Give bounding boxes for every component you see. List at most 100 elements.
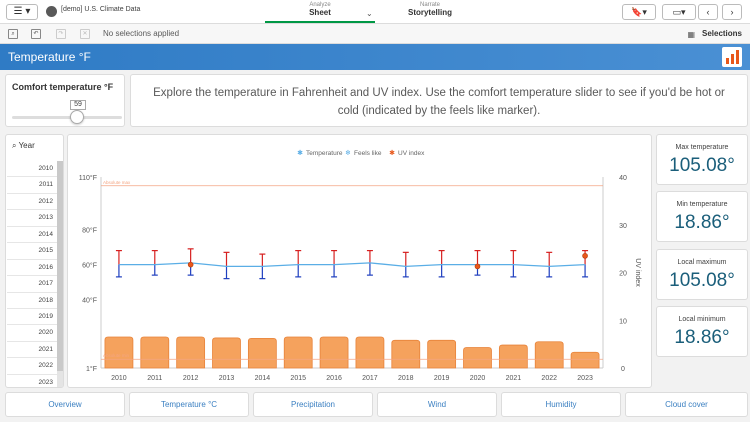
uv-index-bar: [104, 336, 134, 369]
year-list-item[interactable]: 2019: [7, 309, 57, 326]
uv-index-bar: [355, 336, 385, 369]
chevron-down-icon[interactable]: ⌄: [366, 9, 373, 18]
year-list-item[interactable]: 2022: [7, 358, 57, 375]
comfort-temperature-title: Comfort temperature °F: [12, 82, 114, 92]
no-selections-text: No selections applied: [103, 29, 180, 38]
x-tick-label: 2016: [326, 375, 342, 382]
x-tick-label: 2017: [362, 375, 378, 382]
legend-label: Temperature: [306, 150, 343, 157]
feels-like-marker: [187, 261, 194, 268]
year-list-item[interactable]: 2018: [7, 293, 57, 309]
nav-button-temperature-c[interactable]: Temperature °C: [129, 392, 249, 417]
hamburger-menu-button[interactable]: ☰ ▾: [6, 4, 38, 20]
next-sheet-button[interactable]: ›: [722, 4, 742, 20]
smart-search-icon[interactable]: ⌕: [8, 29, 18, 39]
year-list-item[interactable]: 2015: [7, 243, 57, 260]
x-tick-label: 2011: [147, 375, 162, 382]
nav-button-humidity[interactable]: Humidity: [501, 392, 621, 417]
tab-storytelling-caption: Narrate: [419, 2, 440, 8]
y-left-tick-label: 110°F: [79, 174, 97, 182]
comfort-slider-track[interactable]: [12, 116, 122, 119]
temperature-chart: ✱ Temperature ❄ Feels like ✱ UV index1°F40°F6…: [79, 149, 641, 382]
selections-button[interactable]: Selections: [701, 29, 742, 38]
x-tick-label: 2013: [219, 375, 235, 382]
y-left-tick-label: 80°F: [82, 227, 97, 235]
year-list-item[interactable]: 2014: [7, 227, 57, 244]
legend-label: Feels like: [354, 150, 382, 157]
sheet-title-bar: Temperature °F: [0, 44, 750, 70]
comfort-slider-value: 59: [70, 100, 86, 110]
reference-line-label: Absolute max: [103, 180, 131, 185]
kpi-local-maximum: Local maximum 105.08°: [656, 249, 748, 300]
nav-button-cloud-cover[interactable]: Cloud cover: [625, 392, 748, 417]
comfort-temperature-panel: Comfort temperature °F 59: [5, 74, 125, 127]
year-list-item[interactable]: 2021: [7, 342, 57, 359]
selections-grid-icon: ▦: [687, 30, 695, 39]
tab-sheet[interactable]: Analyze Sheet: [265, 2, 375, 23]
x-tick-label: 2022: [541, 375, 557, 382]
year-list-item[interactable]: 2013: [7, 210, 57, 227]
uv-index-bar: [534, 341, 564, 369]
uv-index-bar: [427, 339, 457, 369]
sheet-title: Temperature °F: [8, 50, 91, 64]
year-list-item[interactable]: 2020: [7, 325, 57, 342]
tab-storytelling-label: Storytelling: [407, 8, 452, 17]
sheet-view-button[interactable]: ▭▾: [662, 4, 696, 20]
legend-label: UV index: [398, 150, 425, 157]
year-list-item[interactable]: 2016: [7, 260, 57, 277]
uv-index-bar: [212, 337, 241, 369]
x-tick-label: 2014: [255, 375, 271, 382]
year-list-item[interactable]: 2010: [7, 161, 57, 178]
top-toolbar: ☰ ▾ [demo] U.S. Climate Data Analyze She…: [0, 0, 750, 24]
tab-storytelling[interactable]: Narrate Storytelling: [375, 2, 485, 23]
bar-chart-logo-icon: [722, 47, 742, 67]
kpi-value: 18.86°: [674, 212, 730, 233]
previous-sheet-button[interactable]: ‹: [698, 4, 718, 20]
clear-selections-icon[interactable]: ✕: [80, 29, 90, 39]
nav-button-precipitation[interactable]: Precipitation: [253, 392, 373, 417]
y-right-tick-label: 20: [619, 271, 627, 278]
x-tick-label: 2012: [183, 375, 199, 382]
reference-line-label: Absolute min: [103, 353, 130, 358]
legend-symbol-icon: ❄: [345, 149, 351, 157]
year-list-item[interactable]: 2023: [7, 375, 57, 387]
uv-index-bar: [247, 337, 277, 369]
uv-index-bar: [498, 344, 528, 369]
comfort-slider-thumb[interactable]: [70, 110, 84, 124]
y-left-tick-label: 60°F: [82, 262, 97, 270]
year-list-item[interactable]: 2017: [7, 276, 57, 293]
kpi-label: Local maximum: [677, 259, 727, 266]
kpi-min-temperature: Min temperature 18.86°: [656, 191, 748, 242]
y-left-tick-label: 40°F: [82, 297, 97, 305]
uv-index-bar: [176, 336, 206, 369]
chevron-left-icon: ‹: [706, 7, 710, 17]
year-list-item[interactable]: 2012: [7, 194, 57, 211]
chevron-right-icon: ›: [730, 7, 734, 17]
search-icon: ⌕: [12, 141, 17, 150]
step-forward-icon[interactable]: ↷: [56, 29, 66, 39]
y-right-tick-label: 30: [619, 223, 627, 230]
bookmark-icon: 🔖▾: [631, 7, 647, 17]
temperature-chart-panel: ✱ Temperature ❄ Feels like ✱ UV index 1°F 40°F 6…: [67, 134, 652, 388]
year-list-item[interactable]: 2011: [7, 177, 57, 194]
uv-index-bar: [463, 347, 492, 369]
year-filter-header[interactable]: ⌕ Year: [12, 141, 35, 151]
year-filter-label: Year: [18, 141, 35, 150]
step-back-icon[interactable]: ↶: [31, 29, 41, 39]
bookmark-button[interactable]: 🔖▾: [622, 4, 656, 20]
kpi-label: Min temperature: [676, 201, 728, 208]
intro-text: Explore the temperature in Fahrenheit an…: [153, 87, 725, 117]
legend-symbol-icon: ✱: [389, 149, 395, 157]
kpi-max-temperature: Max temperature 105.08°: [656, 134, 748, 185]
uv-index-bar: [283, 336, 313, 369]
nav-button-wind[interactable]: Wind: [377, 392, 497, 417]
y-right-tick-label: 40: [619, 175, 627, 182]
uv-index-bar: [391, 339, 421, 369]
kpi-value: 18.86°: [674, 327, 730, 348]
uv-index-bar: [319, 336, 349, 369]
selection-bar: ⌕ ↶ ↷ ✕ No selections applied ▦ Selectio…: [0, 24, 750, 44]
y-right-axis-label: UV index: [634, 258, 641, 287]
year-scrollbar-thumb[interactable]: [57, 161, 63, 371]
monitor-icon: ▭▾: [672, 7, 686, 17]
nav-button-overview[interactable]: Overview: [5, 392, 125, 417]
